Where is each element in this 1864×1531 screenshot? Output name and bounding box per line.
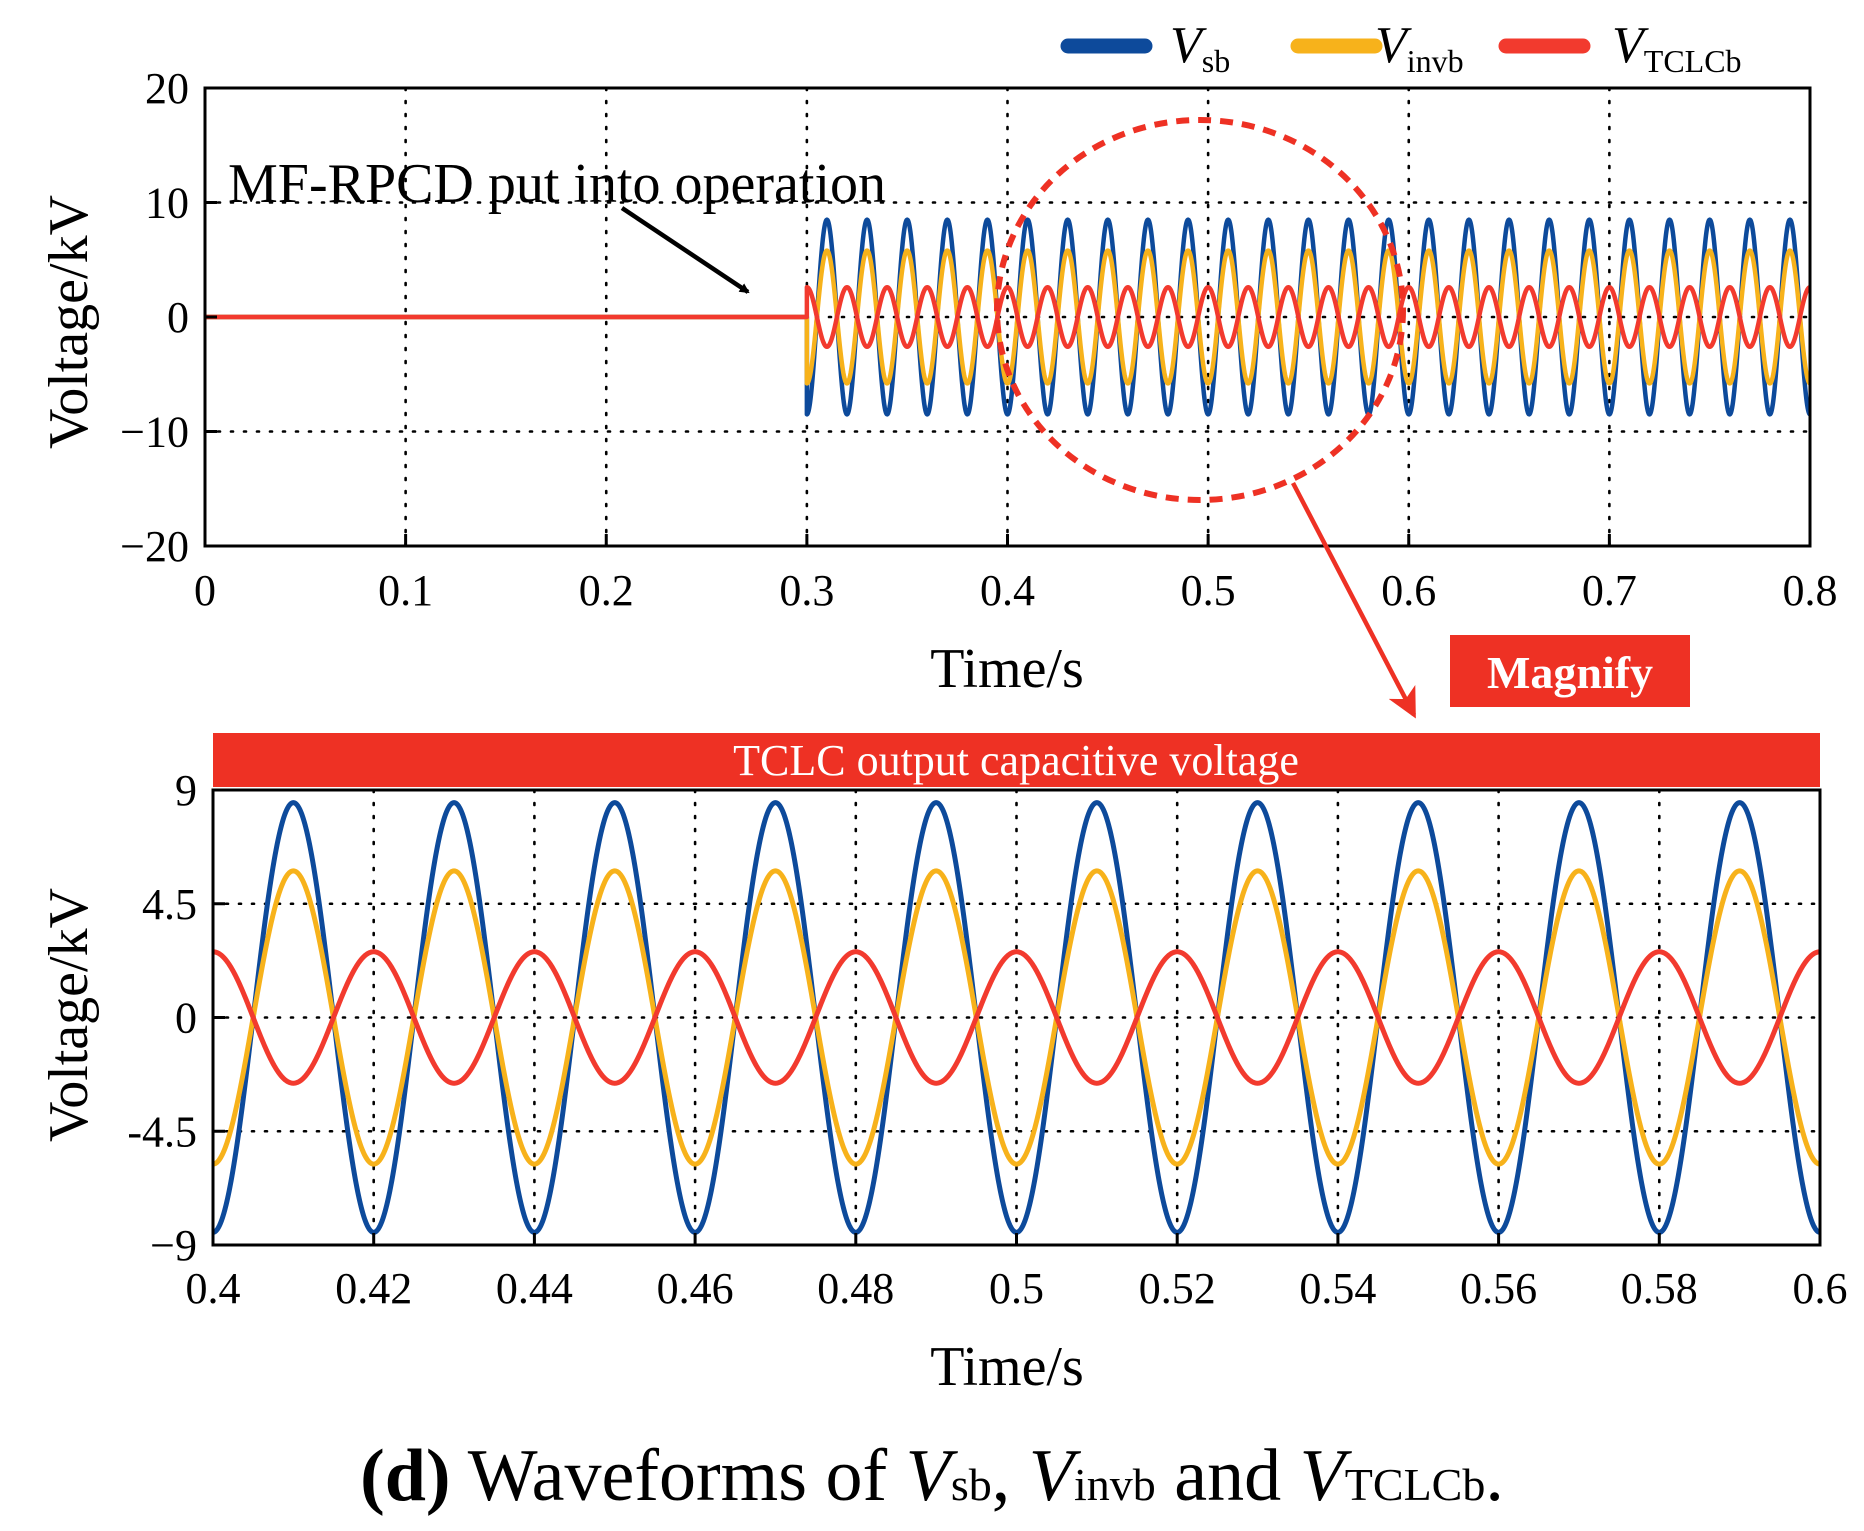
top-y-ticks: 20 10 0 −10 −20 (120, 64, 217, 571)
top-x-tick-label: 0.5 (1181, 566, 1236, 615)
bottom-x-tick-label: 0.5 (989, 1264, 1044, 1313)
top-plot: 0 0.1 0.2 0.3 0.4 0.5 0.6 0.7 0.8 20 10 0 −10 −20 Ti… (38, 64, 1838, 719)
bottom-y-tick-label: -4.5 (127, 1107, 197, 1156)
annotation-arrow (620, 206, 750, 294)
bottom-series-vinvb (213, 868, 1820, 1167)
top-y-tick-label: 10 (145, 179, 189, 228)
top-y-tick-label: 0 (167, 293, 189, 342)
bottom-plot: TCLC output capacitive voltage 0.4 0.42 0.… (38, 733, 1848, 1398)
bottom-y-tick-label: 9 (175, 766, 197, 815)
top-x-tick-label: 0.4 (980, 566, 1035, 615)
bottom-series (213, 800, 1820, 1235)
magnify-label: Magnify (1487, 647, 1653, 698)
top-series (205, 217, 1810, 417)
bottom-x-axis-label: Time/s (930, 1336, 1084, 1398)
bottom-grid (211, 788, 1822, 1247)
top-x-tick-label: 0.7 (1582, 566, 1637, 615)
operation-annotation: MF-RPCD put into operation (228, 153, 886, 215)
magnify-region-circle (994, 117, 1406, 503)
bottom-x-tick-label: 0.56 (1460, 1264, 1537, 1313)
legend-label-vtclcb: VTCLCb (1612, 17, 1742, 79)
capacitive-voltage-banner-text: TCLC output capacitive voltage (733, 736, 1299, 785)
bottom-y-tick-label: 0 (175, 994, 197, 1043)
top-x-tick-label: 0.8 (1783, 566, 1838, 615)
top-y-axis-label: Voltage/kV (38, 195, 100, 449)
legend-label-vinvb: Vinvb (1375, 17, 1464, 79)
bottom-x-tick-label: 0.44 (496, 1264, 573, 1313)
bottom-series-vtclcb (213, 949, 1820, 1086)
bottom-x-tick-label: 0.6 (1793, 1264, 1848, 1313)
top-y-tick-label: −10 (120, 408, 189, 457)
top-x-tick-label: 0.2 (579, 566, 634, 615)
bottom-y-tick-label: −9 (150, 1221, 197, 1270)
bottom-y-tick-label: 4.5 (142, 880, 197, 929)
bottom-x-tick-label: 0.46 (657, 1264, 734, 1313)
top-x-tick-label: 0.6 (1381, 566, 1436, 615)
top-x-tick-label: 0.3 (779, 566, 834, 615)
bottom-y-axis-label: Voltage/kV (38, 888, 100, 1142)
capacitive-voltage-banner (213, 733, 1820, 787)
magnify-arrow (1291, 481, 1416, 719)
top-x-tick-label: 0 (194, 566, 216, 615)
bottom-x-tick-label: 0.52 (1139, 1264, 1216, 1313)
bottom-x-tick-label: 0.48 (817, 1264, 894, 1313)
top-y-tick-label: 20 (145, 64, 189, 113)
bottom-x-tick-label: 0.58 (1621, 1264, 1698, 1313)
legend-label-vsb: Vsb (1170, 17, 1230, 79)
top-x-tick-label: 0.1 (378, 566, 433, 615)
bottom-x-ticks: 0.4 0.42 0.44 0.46 0.48 0.5 0.52 0.54 0.56 0.58 0.… (186, 1233, 1848, 1313)
bottom-y-ticks: 9 4.5 0 -4.5 −9 (127, 766, 225, 1270)
top-x-ticks: 0 0.1 0.2 0.3 0.4 0.5 0.6 0.7 0.8 (194, 534, 1838, 615)
bottom-x-tick-label: 0.4 (186, 1264, 241, 1313)
bottom-x-tick-label: 0.54 (1299, 1264, 1376, 1313)
figure-caption: (d) Waveforms of Vsb, Vinvb and VTCLCb. (360, 1435, 1504, 1517)
top-x-axis-label: Time/s (930, 638, 1084, 700)
bottom-x-tick-label: 0.42 (335, 1264, 412, 1313)
legend: Vsb Vinvb VTCLCb (1060, 17, 1742, 79)
top-y-tick-label: −20 (120, 522, 189, 571)
magnify-badge (1450, 635, 1690, 707)
top-series-vtclcb (205, 284, 1810, 350)
bottom-series-vsb (213, 800, 1820, 1235)
top-series-vinvb (205, 248, 1810, 386)
